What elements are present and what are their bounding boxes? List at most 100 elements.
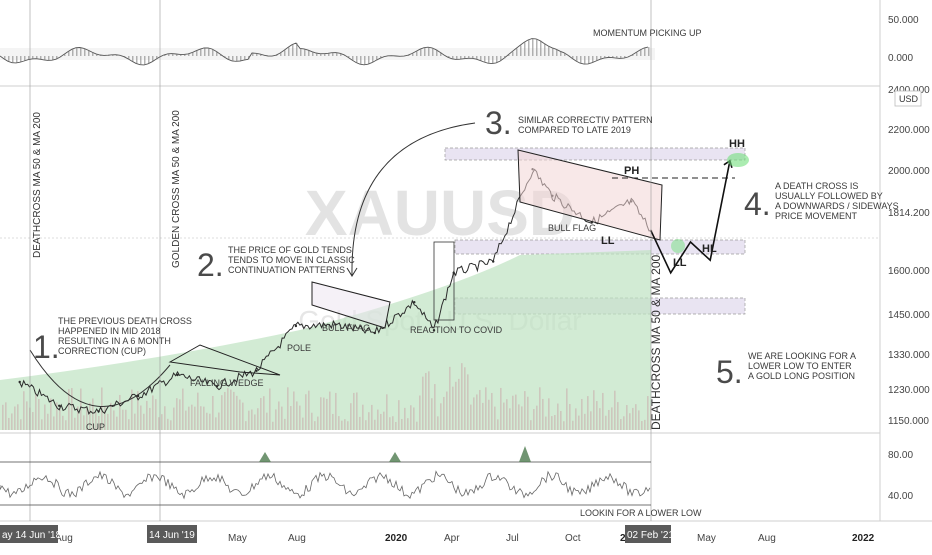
panel-frames <box>0 0 932 521</box>
momentum-bar <box>232 56 234 61</box>
momentum-bar <box>420 49 422 56</box>
volume-bar <box>173 408 175 430</box>
time-tick: Apr <box>444 533 460 544</box>
momentum-bar <box>124 56 126 57</box>
momentum-bar <box>512 52 514 56</box>
momentum-bar <box>624 56 626 58</box>
volume-bar <box>389 417 391 430</box>
momentum-bar <box>332 53 334 56</box>
volume-bar <box>251 409 253 430</box>
volume-bar <box>566 388 568 430</box>
momentum-bar <box>72 49 74 56</box>
volume-bar <box>125 410 127 430</box>
volume-bar <box>374 420 376 430</box>
momentum-bar <box>24 56 26 61</box>
momentum-bar <box>48 56 50 60</box>
volume-bar <box>590 411 592 430</box>
momentum-bar <box>148 56 150 64</box>
volume-bar <box>401 419 403 430</box>
time-tick: May <box>697 533 716 544</box>
momentum-bar <box>544 43 546 56</box>
momentum-bar <box>616 56 618 58</box>
momentum-bar <box>584 56 586 64</box>
volume-bar <box>575 408 577 430</box>
cursor-label: 02 Feb '21 <box>627 530 674 541</box>
momentum-bar <box>196 51 198 56</box>
volume-bar <box>362 405 364 430</box>
step4-line-2: USUALLY FOLLOWED BY <box>775 191 883 201</box>
volume-bar <box>428 371 430 430</box>
volume-bar <box>497 419 499 430</box>
volume-bar <box>413 407 415 430</box>
step2-line-3: CONTINUATION PATTERNS <box>228 265 345 275</box>
volume-bar <box>605 416 607 430</box>
volume-bar <box>455 382 457 430</box>
volume-bar <box>461 363 463 430</box>
momentum-bar <box>8 56 10 61</box>
volume-bar <box>218 413 220 430</box>
volume-bar <box>224 392 226 430</box>
step5-line-3: A GOLD LONG POSITION <box>748 371 855 381</box>
momentum-bar <box>260 54 262 56</box>
volume-bar <box>305 394 307 430</box>
momentum-bar <box>228 56 230 59</box>
momentum-bar <box>412 54 414 56</box>
momentum-bar <box>380 56 382 58</box>
momentum-bar <box>496 56 498 63</box>
momentum-bar <box>532 39 534 56</box>
volume-bar <box>227 388 229 430</box>
momentum-bar <box>596 56 598 61</box>
volume-bar <box>410 405 412 430</box>
price-axis[interactable]: 2400.000 2200.000 2000.000 1814.200 1600… <box>888 85 930 427</box>
volume-bar <box>299 406 301 430</box>
momentum-bar <box>428 47 430 56</box>
momentum-bar <box>100 55 102 56</box>
momentum-bar <box>20 56 22 62</box>
volume-bar <box>158 417 160 430</box>
momentum-bar <box>456 56 458 59</box>
volume-bar <box>107 414 109 430</box>
volume-bar <box>53 416 55 430</box>
volume-bar <box>635 404 637 430</box>
momentum-bar <box>216 51 218 56</box>
volume-bar <box>425 373 427 430</box>
volume-bar <box>491 393 493 430</box>
volume-bar <box>572 421 574 430</box>
momentum-bar <box>644 48 646 56</box>
momentum-bar <box>112 55 114 56</box>
volume-bar <box>344 419 346 430</box>
rsi-axis: 80.00 40.00 <box>888 450 913 502</box>
rsi-overbought-spike <box>519 446 531 462</box>
volume-bar <box>8 418 10 430</box>
momentum-bar <box>44 56 46 60</box>
volume-bar <box>431 398 433 430</box>
momentum-bar <box>36 56 38 59</box>
volume-bar <box>476 394 478 430</box>
time-tick: Aug <box>758 533 776 544</box>
momentum-bar <box>564 53 566 56</box>
time-tick: 2020 <box>385 533 408 544</box>
momentum-bar <box>192 53 194 56</box>
cursor-label: 14 Jun '19 <box>149 530 195 541</box>
volume-bar <box>368 412 370 430</box>
price-tick: 1600.000 <box>888 266 930 277</box>
volume-bar <box>434 384 436 430</box>
volume-bar <box>332 414 334 430</box>
momentum-bar <box>612 56 614 58</box>
volume-bar <box>143 414 145 430</box>
momentum-bar <box>84 48 86 56</box>
volume-bar <box>443 397 445 430</box>
volume-bar <box>269 389 271 430</box>
momentum-bar <box>408 55 410 56</box>
step1-line-1: THE PREVIOUS DEATH CROSS <box>58 316 192 326</box>
step5-line-1: WE ARE LOOKING FOR A <box>748 351 856 361</box>
momentum-bar <box>548 46 550 56</box>
time-tick: Aug <box>288 533 306 544</box>
time-axis[interactable]: Aug 2019 May Aug 2020 Apr Jul Oct 2021 M… <box>0 525 875 544</box>
momentum-bar <box>120 55 122 56</box>
volume-bar <box>281 407 283 430</box>
momentum-bar <box>588 56 590 64</box>
bull-flag-1-label: BULL FLAG <box>322 323 370 333</box>
